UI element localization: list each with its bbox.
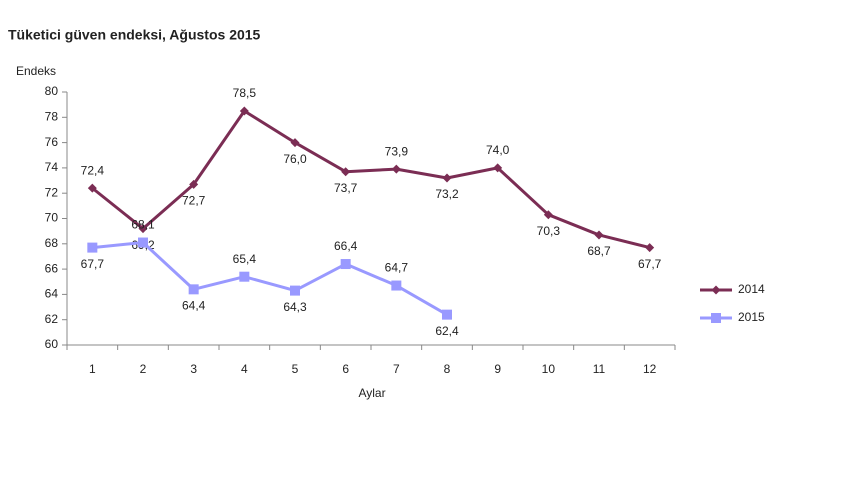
y-tick-label: 66 bbox=[45, 261, 59, 275]
data-label: 76,0 bbox=[283, 152, 307, 166]
point bbox=[442, 173, 452, 183]
point bbox=[290, 285, 300, 296]
y-tick-label: 70 bbox=[45, 211, 59, 225]
y-tick-label: 72 bbox=[45, 185, 59, 199]
data-label: 72,7 bbox=[182, 194, 206, 208]
data-label: 64,7 bbox=[385, 261, 409, 275]
data-label: 72,4 bbox=[81, 163, 105, 177]
x-tick-label: 6 bbox=[342, 362, 349, 376]
point bbox=[493, 163, 503, 173]
x-tick-label: 12 bbox=[643, 362, 657, 376]
data-label: 68,7 bbox=[587, 244, 611, 258]
point bbox=[87, 242, 98, 253]
y-tick-label: 78 bbox=[45, 109, 59, 123]
data-label: 78,5 bbox=[233, 86, 257, 100]
point bbox=[340, 259, 351, 270]
point bbox=[645, 243, 655, 253]
data-label: 62,4 bbox=[435, 324, 459, 338]
point bbox=[188, 284, 199, 295]
y-tick-label: 74 bbox=[45, 160, 59, 174]
legend-label: 2014 bbox=[738, 282, 765, 296]
data-label: 67,7 bbox=[81, 257, 105, 271]
series-line bbox=[92, 241, 448, 316]
x-tick-label: 5 bbox=[292, 362, 299, 376]
x-tick-label: 3 bbox=[190, 362, 197, 376]
data-label: 73,7 bbox=[334, 181, 358, 195]
y-tick-label: 76 bbox=[45, 135, 59, 149]
x-tick-label: 11 bbox=[593, 362, 606, 376]
chart-title: Tüketici güven endeksi, Ağustos 2015 bbox=[8, 27, 261, 43]
x-tick-label: 10 bbox=[542, 362, 556, 376]
y-tick-label: 68 bbox=[45, 236, 59, 250]
point bbox=[442, 309, 452, 320]
point bbox=[239, 106, 249, 116]
point bbox=[189, 179, 199, 189]
data-label: 65,4 bbox=[233, 252, 257, 266]
data-label: 73,2 bbox=[435, 187, 459, 201]
x-tick-label: 4 bbox=[241, 362, 248, 376]
series-line bbox=[91, 109, 651, 250]
point bbox=[391, 164, 401, 174]
point bbox=[391, 280, 402, 291]
point bbox=[138, 224, 148, 234]
legend-marker bbox=[711, 285, 721, 295]
x-axis-label: Aylar bbox=[358, 386, 385, 400]
point bbox=[290, 138, 300, 148]
y-tick-label: 80 bbox=[45, 84, 59, 98]
point bbox=[239, 271, 250, 282]
data-label: 64,4 bbox=[182, 299, 206, 313]
data-label: 68,1 bbox=[131, 218, 155, 232]
data-label: 66,4 bbox=[334, 239, 358, 253]
legend-marker bbox=[711, 313, 721, 323]
legend-label: 2015 bbox=[738, 310, 765, 324]
point bbox=[594, 230, 604, 240]
x-tick-label: 8 bbox=[444, 362, 451, 376]
y-tick-label: 60 bbox=[45, 337, 59, 351]
data-label: 74,0 bbox=[486, 143, 510, 157]
data-label: 64,3 bbox=[283, 300, 307, 314]
x-tick-label: 1 bbox=[89, 362, 96, 376]
data-label: 70,3 bbox=[537, 224, 561, 238]
y-axis-label: Endeks bbox=[16, 64, 56, 78]
y-tick-label: 62 bbox=[45, 312, 59, 326]
x-tick-label: 7 bbox=[393, 362, 400, 376]
point bbox=[87, 183, 97, 193]
x-tick-label: 2 bbox=[140, 362, 147, 376]
y-tick-label: 64 bbox=[45, 287, 59, 301]
data-label: 73,9 bbox=[385, 144, 409, 158]
x-tick-label: 9 bbox=[494, 362, 501, 376]
data-label: 67,7 bbox=[638, 257, 662, 271]
point bbox=[138, 237, 148, 248]
point bbox=[341, 167, 351, 177]
point bbox=[543, 210, 553, 220]
